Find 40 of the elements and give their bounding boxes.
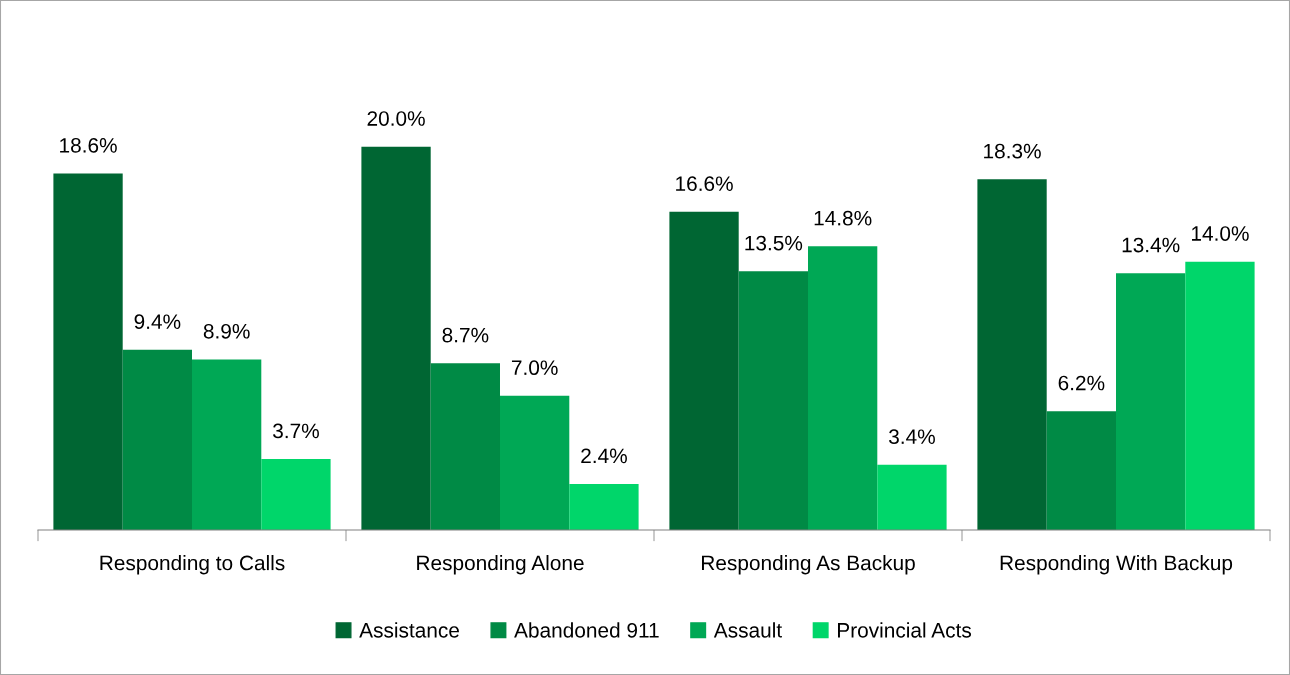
data-label: 14.8% [814,210,872,226]
legend-label: Assault [713,622,782,638]
bar [361,146,431,530]
bar [977,179,1047,530]
x-tick-label: Responding Alone [417,555,584,575]
x-tick-label: Responding With Backup [1000,555,1233,575]
data-label: 18.3% [984,143,1041,159]
data-label: 16.6% [676,176,733,192]
bar [53,173,123,530]
bar [669,211,739,530]
data-label: 7.0% [511,360,558,376]
x-tick-label: Responding to Calls [100,555,285,575]
legend-label: Assistance [359,622,459,638]
data-label: 18.6% [60,137,117,153]
data-label: 13.5% [745,235,803,251]
data-label: 13.4% [1122,237,1180,253]
data-label: 8.9% [203,323,250,339]
x-tick-label: Responding As Backup [702,555,915,575]
bar [500,395,570,530]
data-label: 9.4% [134,314,181,330]
bar [1185,261,1255,530]
bar [877,464,947,530]
bar [808,246,878,530]
legend-label: Abandoned 911 [514,622,659,638]
data-label: 3.7% [273,423,319,439]
legend-label: Provincial Acts [838,622,972,638]
bar [1046,411,1116,530]
bar [261,459,331,530]
data-label: 8.7% [442,327,489,343]
data-label: 2.4% [581,448,627,464]
bar [1116,273,1186,530]
bar [192,359,262,530]
bar [430,363,500,530]
bar [569,484,639,530]
bar [122,349,192,530]
data-label: 6.2% [1058,375,1105,391]
data-label: 14.0% [1192,226,1249,241]
data-label: 3.4% [889,429,935,445]
data-label: 20.0% [367,111,425,126]
bar [738,271,808,530]
